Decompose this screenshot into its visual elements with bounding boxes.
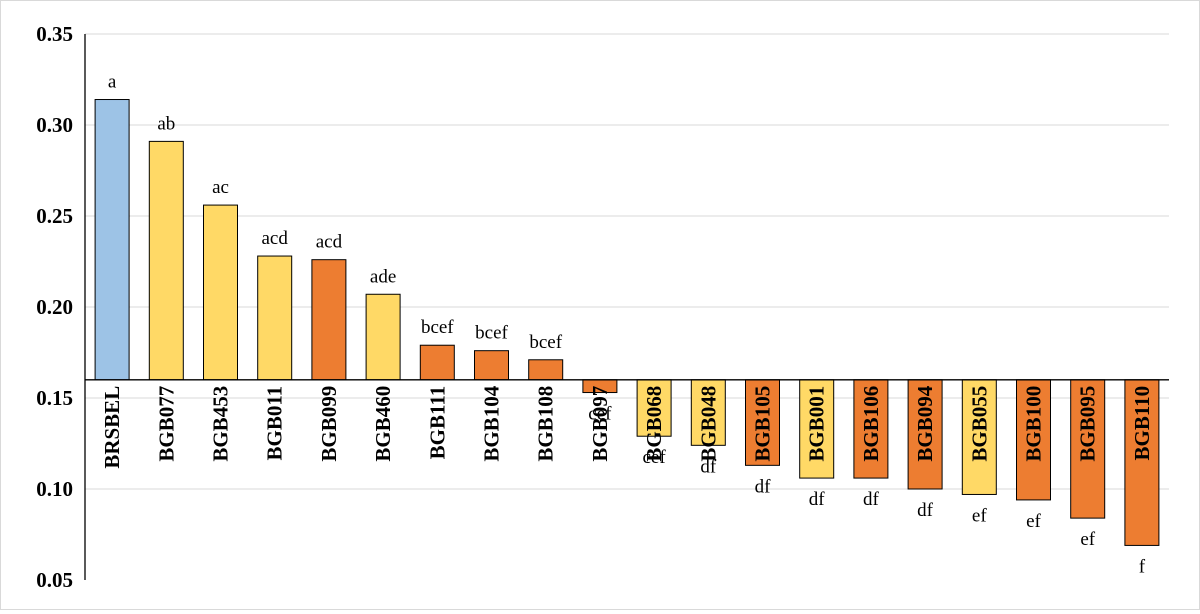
category-label: BGB110 [1130,386,1154,461]
significance-letter: a [108,72,117,93]
significance-letter: ab [157,113,175,134]
y-tick-label: 0.10 [36,477,73,501]
bar-bgb001 [799,379,835,479]
category-label: BGB111 [425,386,449,460]
significance-letter: ef [1026,511,1041,532]
category-label: BGB011 [263,386,287,461]
category-label: BRSBEL [100,386,124,469]
y-tick-label: 0.30 [36,113,73,137]
category-label: BGB105 [751,386,775,462]
significance-letter: ef [1080,529,1095,550]
axes: 0.05 0.10 0.15 0.20 0.25 0.30 0.35 [36,22,1169,592]
bar-brsbel [94,99,130,381]
bar-bgb110 [1124,379,1160,546]
category-label: BGB106 [859,386,883,462]
significance-letter: ac [212,177,229,198]
bar-bgb099 [311,259,347,381]
category-label: BGB077 [154,386,178,462]
significance-letter: bcef [475,323,508,344]
bar-bgb460 [365,293,401,381]
labels: BRSBEL a BGB077 ab BGB453 ac BGB011 acd BGB099 ac… [100,72,1154,578]
significance-letter: f [1139,556,1146,577]
category-label: BGB108 [534,386,558,462]
category-label: BGB460 [371,386,395,462]
y-tick-label: 0.20 [36,295,73,319]
significance-letter: acd [316,232,343,253]
category-label: BGB100 [1022,386,1046,462]
significance-letter: df [755,476,772,497]
category-label: BGB099 [317,386,341,462]
significance-letter: df [809,489,826,510]
significance-letter: bcef [421,317,454,338]
y-tick-label: 0.05 [36,568,73,592]
category-label: BGB104 [480,385,504,461]
significance-letter: acd [262,228,289,249]
bar-bgb111 [419,344,455,381]
significance-letter: ef [972,505,987,526]
significance-letter: bcef [529,332,562,353]
bar-bgb094 [907,379,943,490]
category-label: BGB097 [588,386,612,462]
bar-bgb077 [148,140,184,381]
category-label: BGB001 [805,386,829,462]
bar-bgb453 [203,204,238,381]
category-label: BGB055 [967,386,991,462]
category-label: BGB094 [913,385,937,461]
category-label: BGB095 [1076,386,1100,462]
significance-letter: df [700,456,717,477]
bar-bgb100 [1016,379,1051,501]
bar-bgb048 [690,379,726,446]
gridlines [85,33,1169,490]
y-tick-label: 0.35 [36,22,73,46]
bar-bgb011 [257,255,293,381]
category-label: BGB453 [209,386,233,462]
bar-bgb095 [1070,379,1106,519]
y-tick-label: 0.25 [36,204,73,228]
bar-bgb108 [528,359,564,381]
category-label: BGB048 [696,386,720,462]
category-label: BGB068 [642,386,666,462]
bars [94,99,1160,546]
significance-letter: df [917,500,934,521]
bar-bgb104 [474,350,509,381]
significance-letter: df [863,489,880,510]
y-tick-label: 0.15 [36,386,73,410]
significance-letter: cef [642,447,666,468]
significance-letter: cef [588,404,612,425]
significance-letter: ade [370,266,396,287]
